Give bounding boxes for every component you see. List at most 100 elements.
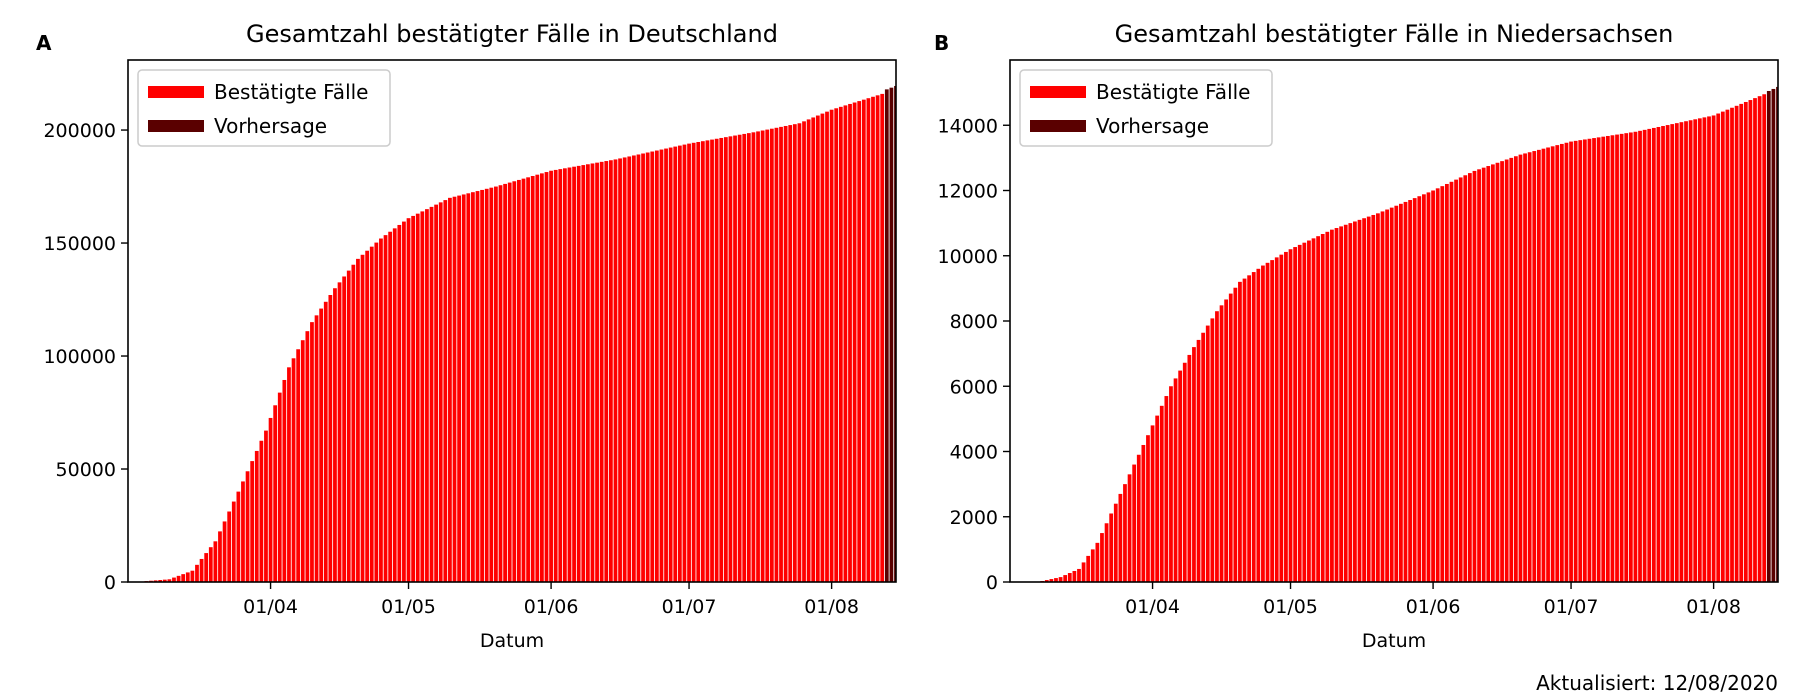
panel-a-confirmed-bar: [254, 450, 259, 582]
panel-a-confirmed-bar: [305, 331, 310, 582]
panel-a-confirmed-bar: [792, 124, 797, 583]
panel-b-confirmed-bar: [1385, 209, 1389, 582]
panel-b-confirmed-bar: [1550, 146, 1555, 582]
panel-b-confirmed-bar: [1435, 188, 1440, 582]
panel-a-confirmed-bar: [654, 150, 659, 582]
panel-a-confirmed-bar: [185, 572, 190, 582]
panel-a-confirmed-bar: [627, 156, 632, 582]
panel-a-legend-entry: Vorhersage: [214, 114, 327, 138]
panel-b-confirmed-bar: [1219, 305, 1224, 582]
panel-a-confirmed-bar: [434, 204, 438, 582]
panel-b-confirmed-bar: [1228, 293, 1233, 582]
panel-b-confirmed-bar: [1504, 159, 1509, 582]
panel-b-confirmed-bar: [1302, 242, 1307, 582]
panel-b-confirmed-bar: [1569, 141, 1573, 582]
panel-b-confirmed-bar: [1573, 140, 1578, 583]
panel-a-confirmed-bar: [310, 322, 314, 582]
panel-a-confirmed-bar: [236, 491, 241, 582]
panel-a-confirmed-bar: [227, 511, 232, 582]
panel-a-confirmed-bar: [576, 165, 581, 582]
panel-a-confirmed-bar: [213, 541, 218, 582]
panel-b-confirmed-bar: [1270, 260, 1275, 582]
panel-a-confirmed-bar: [461, 194, 466, 582]
panel-b-confirmed-bar: [1178, 370, 1183, 582]
panel-a-confirmed-bar: [820, 113, 825, 582]
panel-b-confirmed-bar: [1730, 107, 1734, 582]
panel-b-confirmed-bar: [1196, 339, 1201, 582]
panel-b-confirmed-bar: [1748, 100, 1753, 582]
panel-a-confirmed-bar: [204, 553, 209, 582]
panel-a-confirmed-bar: [369, 246, 374, 582]
panel-a-confirmed-bar: [526, 177, 530, 582]
panel-a-confirmed-bar: [507, 182, 512, 582]
panel-b-x-axis-label: Datum: [1362, 630, 1426, 652]
panel-b-confirmed-bar: [1403, 201, 1408, 583]
panel-b-confirmed-bar: [1399, 203, 1403, 582]
panel-b-confirmed-bar: [1320, 234, 1325, 582]
panel-b-confirmed-bar: [1702, 117, 1707, 582]
panel-b-confirmed-bar: [1146, 435, 1150, 582]
panel-a-confirmed-bar: [797, 123, 802, 583]
panel-a-confirmed-bar: [475, 191, 480, 582]
panel-a-confirmed-bar: [374, 242, 379, 582]
panel-b-y-tick-label: 6000: [950, 376, 998, 398]
panel-a-confirmed-bar: [691, 142, 696, 583]
panel-a-confirmed-bar: [664, 148, 668, 583]
panel-b-confirmed-bar: [1486, 166, 1491, 582]
panel-b-confirmed-bar: [1513, 156, 1518, 583]
panel-a-confirmed-bar: [176, 575, 181, 582]
panel-b-confirmed-bar: [1256, 268, 1261, 582]
panel-a-confirmed-bar: [558, 169, 563, 583]
panel-a-confirmed-bar: [282, 379, 287, 582]
panel-a-confirmed-bar: [291, 358, 296, 582]
panel-a-confirmed-bar: [489, 187, 494, 582]
panel-b-confirmed-bar: [1109, 513, 1114, 582]
panel-b-title: Gesamtzahl bestätigter Fälle in Niedersa…: [1115, 20, 1674, 48]
panel-a-confirmed-bar: [581, 165, 586, 582]
panel-a-confirmed-bar: [788, 125, 793, 582]
panel-a-confirmed-bar: [535, 174, 540, 582]
panel-b-confirmed-bar: [1284, 251, 1288, 582]
panel-b-confirmed-bar: [1536, 149, 1541, 582]
panel-b-confirmed-bar: [1297, 244, 1302, 583]
panel-b-confirmed-bar: [1113, 503, 1118, 582]
panel-b-forecast-bar: [1766, 90, 1771, 583]
panel-a-confirmed-bar: [365, 250, 370, 582]
panel-a-confirmed-bar: [825, 111, 829, 583]
panel-b-confirmed-bar: [1058, 577, 1063, 582]
panel-a-confirmed-bar: [360, 254, 365, 583]
panel-a-confirmed-bar: [218, 531, 222, 582]
panel-a-confirmed-bar: [162, 579, 167, 582]
panel-a-confirmed-bar: [774, 127, 779, 582]
panel-a-confirmed-bar: [471, 192, 475, 582]
panel-a-confirmed-bar: [719, 137, 724, 582]
panel-a-legend-swatch: [148, 86, 204, 98]
panel-a-confirmed-bar: [585, 164, 590, 582]
panel-b-x-tick-label: 01/04: [1125, 596, 1180, 618]
panel-a-confirmed-bar: [737, 134, 742, 583]
panel-b-confirmed-bar: [1086, 555, 1091, 582]
panel-a-confirmed-bar: [861, 99, 866, 583]
panel-a-confirmed-bar: [231, 501, 236, 582]
panel-a-confirmed-bar: [314, 315, 319, 582]
panel-a-x-tick-label: 01/07: [662, 596, 717, 618]
panel-a-confirmed-bar: [167, 579, 172, 582]
panel-a-confirmed-bar: [259, 440, 264, 582]
panel-a-x-tick-label: 01/06: [524, 596, 579, 618]
panel-b-confirmed-bar: [1325, 231, 1330, 582]
panel-b-confirmed-bar: [1541, 148, 1546, 582]
panel-b-confirmed-bar: [1261, 265, 1265, 582]
panel-a-confirmed-bar: [425, 209, 429, 582]
panel-a-confirmed-bar: [608, 160, 613, 583]
panel-a-confirmed-bar: [714, 138, 719, 582]
panel-b-confirmed-bar: [1477, 169, 1481, 583]
panel-b-confirmed-bar: [1605, 135, 1610, 582]
panel-a-confirmed-bar: [613, 159, 618, 582]
panel-b-confirmed-bar: [1739, 103, 1744, 583]
panel-a-confirmed-bar: [420, 211, 425, 582]
panel-b-confirmed-bar: [1582, 139, 1587, 582]
panel-b-confirmed-bar: [1688, 120, 1693, 582]
panel-b-confirmed-bar: [1334, 228, 1339, 582]
panel-b-confirmed-bar: [1656, 126, 1661, 582]
panel-a-confirmed-bar: [190, 570, 195, 582]
